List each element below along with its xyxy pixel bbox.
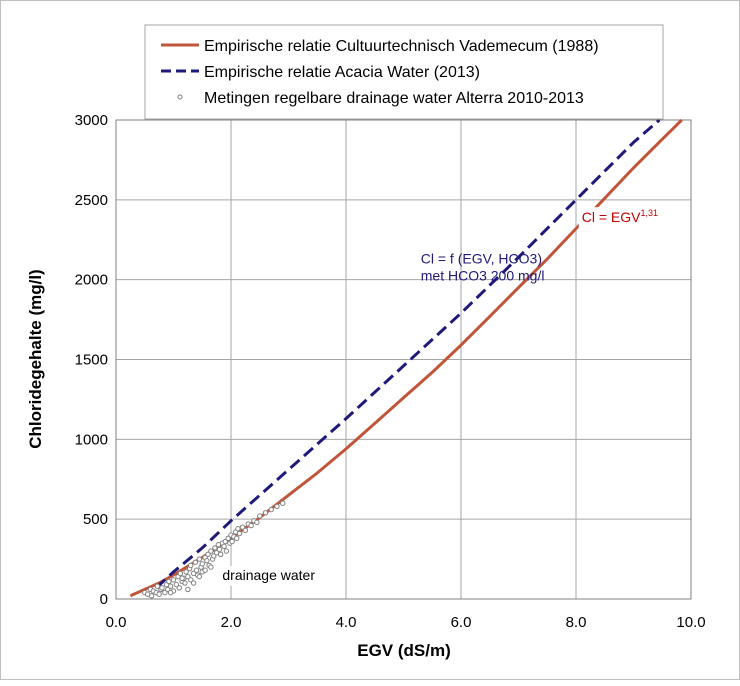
y-tick-label: 500 bbox=[83, 511, 108, 528]
measurement-point bbox=[212, 545, 218, 551]
measurement-point bbox=[274, 503, 280, 510]
y-tick-label: 1000 bbox=[75, 431, 108, 448]
legend: Empirische relatie Cultuurtechnisch Vade… bbox=[144, 24, 664, 120]
measurement-point bbox=[199, 561, 205, 567]
annotation-0: Cl = EGV1,31 bbox=[582, 208, 658, 225]
measurement-point bbox=[221, 543, 227, 550]
measurement-point bbox=[188, 577, 194, 583]
legend-box bbox=[144, 24, 664, 120]
measurement-point bbox=[192, 559, 199, 565]
series-measurements bbox=[142, 500, 286, 599]
measurement-point bbox=[268, 506, 274, 513]
measurement-point bbox=[239, 524, 246, 530]
y-tick-labels: 0 500 1000 1500 2000 2500 3000 bbox=[75, 112, 108, 608]
y-tick-label: 1500 bbox=[75, 352, 108, 369]
measurement-point bbox=[173, 581, 180, 588]
measurement-point bbox=[170, 577, 177, 583]
x-axis-label: EGV (dS/m) bbox=[357, 641, 451, 660]
annotation-superscript: 1,31 bbox=[641, 208, 659, 218]
measurement-point bbox=[148, 593, 155, 599]
legend-label-vademecum: Empirische relatie Cultuurtechnisch Vade… bbox=[204, 38, 599, 55]
measurement-point bbox=[208, 564, 214, 570]
measurement-point bbox=[257, 513, 263, 519]
measurement-point bbox=[236, 530, 243, 537]
measurement-point bbox=[166, 578, 172, 585]
measurement-point bbox=[204, 557, 210, 564]
measurement-point bbox=[185, 586, 191, 593]
measurement-point bbox=[196, 573, 203, 580]
measurement-point bbox=[235, 526, 241, 532]
measurement-point bbox=[193, 567, 200, 573]
legend-label-measurements: Metingen regelbare drainage water Alterr… bbox=[204, 90, 584, 107]
annotation-background bbox=[220, 565, 329, 586]
legend-swatch-measurements bbox=[177, 94, 183, 100]
measurement-point bbox=[188, 562, 194, 569]
measurement-point bbox=[205, 551, 211, 557]
x-tick-label: 8.0 bbox=[566, 614, 587, 631]
x-tick-label: 2.0 bbox=[221, 614, 242, 631]
x-tick-label: 10.0 bbox=[676, 614, 705, 631]
measurement-point bbox=[159, 585, 165, 591]
measurement-point bbox=[190, 580, 197, 586]
measurement-point bbox=[208, 548, 214, 554]
measurement-point bbox=[176, 585, 182, 591]
measurement-point bbox=[229, 538, 235, 545]
measurement-point bbox=[185, 573, 191, 580]
measurement-point bbox=[167, 583, 174, 589]
annotation-2: met HCO3 200 mg/l bbox=[421, 267, 545, 283]
measurement-point bbox=[202, 567, 208, 573]
annotation-3: drainage water bbox=[222, 567, 315, 583]
measurement-point bbox=[262, 510, 269, 516]
measurement-point bbox=[165, 586, 171, 593]
x-tick-label: 4.0 bbox=[336, 614, 357, 631]
plot-border bbox=[115, 119, 692, 600]
measurement-point bbox=[225, 535, 231, 542]
series-vademecum-line bbox=[129, 118, 683, 598]
annotation-1: Cl = f (EGV, HCO3) bbox=[421, 251, 542, 267]
measurement-point bbox=[216, 546, 223, 553]
measurement-point bbox=[223, 548, 230, 554]
measurement-point bbox=[156, 591, 162, 597]
measurement-point bbox=[196, 556, 203, 562]
y-axis-label: Chloridegehalte (mg/l) bbox=[26, 269, 45, 448]
measurement-point bbox=[162, 589, 168, 596]
series-acacia-line bbox=[155, 118, 661, 589]
measurement-point bbox=[182, 580, 188, 586]
measurement-point bbox=[179, 575, 185, 581]
y-tick-label: 2500 bbox=[75, 192, 108, 209]
measurement-point bbox=[222, 538, 228, 545]
annotation-background bbox=[578, 207, 657, 229]
x-tick-label: 6.0 bbox=[451, 614, 472, 631]
y-tick-label: 0 bbox=[100, 591, 108, 608]
measurement-point bbox=[254, 519, 260, 526]
annotation-layer: Cl = EGV1,31 Cl = f (EGV, HCO3)met HCO3 2… bbox=[220, 207, 658, 586]
measurement-point bbox=[280, 500, 286, 506]
y-tick-label: 3000 bbox=[75, 112, 108, 129]
measurement-point bbox=[167, 589, 174, 596]
x-tick-labels: 0.0 2.0 4.0 6.0 8.0 10.0 bbox=[106, 614, 706, 631]
measurement-point bbox=[242, 527, 249, 534]
measurement-point bbox=[211, 553, 217, 559]
measurement-point bbox=[177, 570, 184, 577]
measurement-point bbox=[248, 522, 254, 529]
y-tick-label: 2000 bbox=[75, 272, 108, 289]
measurement-point bbox=[234, 535, 240, 542]
measurement-point bbox=[183, 569, 189, 575]
measurement-point bbox=[217, 551, 224, 557]
legend-label-acacia: Empirische relatie Acacia Water (2013) bbox=[204, 64, 480, 81]
x-tick-label: 0.0 bbox=[106, 614, 127, 631]
measurement-point bbox=[154, 583, 161, 589]
grid-layer bbox=[116, 120, 691, 599]
